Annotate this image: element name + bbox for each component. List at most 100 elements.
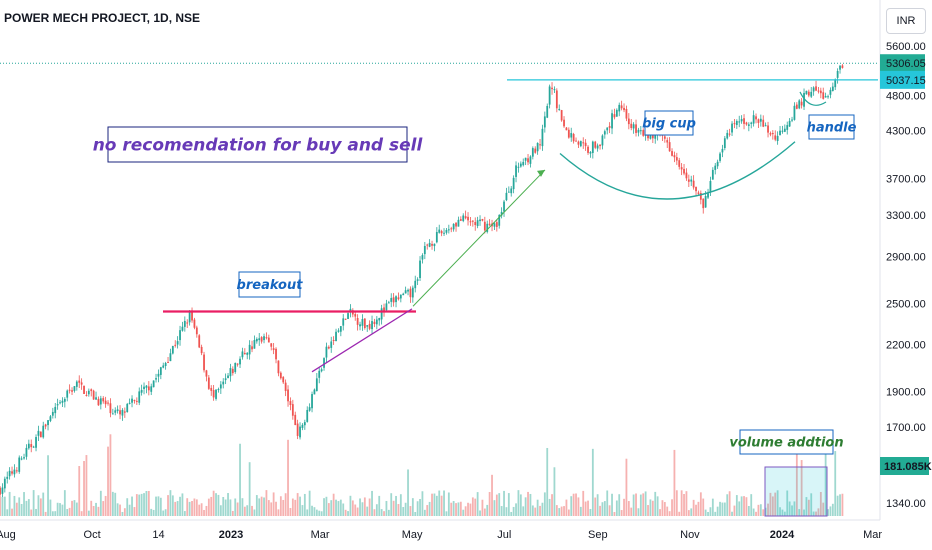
volume-bar [805, 497, 808, 516]
volume-bar [15, 502, 18, 516]
candle-body [613, 114, 616, 118]
y-tick-label: 2500.00 [886, 299, 926, 311]
volume-bar [251, 505, 253, 516]
candle-body [327, 346, 330, 349]
candle-body [183, 320, 186, 327]
volume-bar [270, 502, 273, 516]
volume-bar [11, 508, 13, 516]
candle-body [745, 122, 748, 125]
volume-bar [620, 510, 623, 516]
volume-bar [577, 497, 580, 516]
volume-bar [781, 509, 784, 516]
candle-body [419, 260, 421, 279]
volume-bar [519, 494, 522, 516]
volume-bar [54, 511, 57, 516]
volume-bar [6, 509, 9, 516]
volume-bar [61, 504, 64, 516]
volume-bar [265, 490, 268, 516]
volume-bar [95, 502, 97, 516]
volume-bar [337, 501, 340, 516]
volume-bar [234, 498, 237, 516]
price-label-bg [880, 70, 925, 89]
volume-bar [138, 494, 141, 516]
candle-body [702, 198, 705, 209]
volume-bar [231, 510, 234, 516]
volume-bar [183, 511, 186, 516]
volume-bar [107, 446, 109, 516]
volume-highlight-box [764, 466, 828, 517]
volume-bar [457, 502, 460, 516]
candle-body [611, 113, 613, 129]
volume-bar [493, 500, 496, 516]
volume-bar [399, 494, 402, 516]
candle-body [231, 368, 234, 374]
volume-bar [59, 503, 61, 516]
candle-body [625, 108, 628, 119]
candle-body [354, 314, 357, 317]
volume-bar [229, 499, 232, 516]
volume-bar [517, 490, 520, 516]
volume-bar [260, 496, 263, 516]
candle-body [83, 385, 85, 395]
volume-bar [402, 507, 405, 516]
volume-bar [99, 490, 102, 516]
candle-body [339, 326, 342, 332]
volume-bar [769, 492, 772, 516]
volume-bar [267, 500, 270, 516]
volume-bar [654, 491, 657, 516]
volume-bar [140, 493, 143, 516]
volume-bar [188, 501, 191, 516]
candle-body [479, 219, 481, 222]
volume-bar [351, 500, 354, 516]
volume-bar [582, 490, 585, 516]
candle-body [798, 100, 801, 109]
volume-bar [536, 499, 539, 516]
candle-body [786, 125, 789, 130]
volume-bar [27, 499, 30, 516]
candle-body [3, 478, 6, 489]
candle-body [222, 381, 225, 385]
volume-bar [291, 498, 294, 516]
candle-body [409, 288, 412, 298]
candle-body [541, 128, 544, 147]
volume-bar [380, 509, 383, 516]
candle-body [522, 161, 525, 166]
volume-bar [258, 498, 261, 516]
candle-body [167, 361, 169, 363]
volume-bar [824, 438, 827, 516]
volume-bar [462, 509, 465, 516]
candle-body [140, 389, 143, 393]
candle-body [654, 133, 657, 139]
candle-body [685, 172, 688, 179]
volume-bar [167, 495, 169, 516]
volume-bar [222, 497, 225, 516]
candle-body [445, 229, 448, 233]
candle-body [270, 343, 273, 347]
candle-body [68, 389, 71, 391]
volume-bar [752, 508, 755, 516]
candle-body [198, 335, 201, 348]
x-tick-label: May [402, 529, 423, 541]
volume-bar [647, 505, 649, 516]
volume-bar [596, 494, 599, 516]
volume-bar [426, 505, 429, 516]
candle-body [536, 142, 539, 152]
candle-body [138, 391, 141, 403]
volume-bar [198, 504, 201, 516]
volume-bar [812, 511, 815, 516]
volume-bar [779, 507, 781, 516]
candle-body [224, 378, 227, 381]
volume-bar [219, 505, 222, 516]
volume-bar [836, 495, 839, 516]
volume-bar [555, 505, 558, 516]
volume-bar [755, 511, 757, 516]
candle-body [455, 222, 457, 227]
candle-body [15, 470, 18, 472]
candle-body [75, 381, 78, 387]
currency-selector[interactable]: INR [886, 8, 926, 34]
volume-bar [174, 501, 177, 516]
candle-body [318, 370, 321, 378]
candle-body [695, 187, 697, 192]
volume-bar [157, 496, 160, 516]
